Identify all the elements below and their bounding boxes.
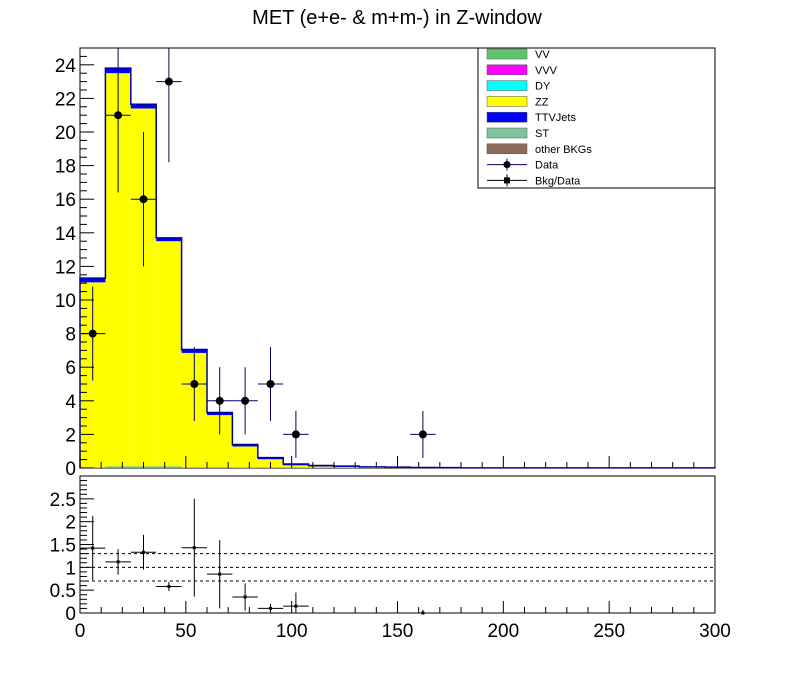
y-tick-label: 6: [65, 358, 76, 379]
y-tick-label: 18: [55, 157, 76, 178]
data-point: [164, 77, 173, 86]
ratio-y-tick-label: 1.5: [50, 536, 76, 557]
ratio-y-tick-label: 2.5: [50, 490, 76, 511]
legend-label: VV: [535, 49, 550, 61]
legend-swatch-vv: [486, 48, 528, 60]
ratio-point: [142, 550, 145, 554]
ratio-point: [116, 560, 120, 564]
ratio-point: [421, 611, 425, 615]
chart-title: MET (e+e- & m+m-) in Z-window: [252, 7, 542, 29]
x-tick-label: 50: [175, 621, 196, 642]
legend-label: VVV: [535, 65, 558, 77]
legend-label: Data: [535, 160, 559, 172]
legend-swatch-ttvjets: [486, 111, 528, 123]
bar-ttvjets-7: [257, 457, 284, 460]
ratio-point: [192, 546, 196, 550]
x-tick-label: 200: [487, 621, 519, 642]
bar-vv-5: [207, 467, 233, 468]
ratio-point: [91, 546, 95, 550]
ratio-point: [294, 604, 298, 608]
legend-data-marker: [503, 161, 511, 169]
ratio-x-axis: 0 50 100 150 200 250 300: [75, 601, 731, 642]
bar-vv-1: [105, 466, 131, 468]
y-tick-label: 2: [65, 425, 76, 446]
ratio-y-tick-label: 0: [65, 604, 76, 625]
ratio-reference-lines: [80, 553, 715, 582]
bar-zz-11: [359, 467, 385, 468]
y-tick-label: 10: [55, 291, 76, 312]
ratio-y-tick-label: 0.5: [50, 581, 76, 602]
data-point: [418, 430, 427, 439]
bar-zz-3: [156, 241, 182, 467]
legend-swatch-vvv: [486, 64, 528, 76]
y-tick-label: 20: [55, 123, 76, 144]
y-tick-label: 8: [65, 325, 76, 346]
bar-zz-6: [232, 446, 258, 468]
ratio-panel: 00.511.522.5 0 50 100 150 200 250 300: [50, 475, 731, 642]
bar-vv-3: [156, 466, 182, 468]
ratio-point: [243, 595, 247, 599]
x-tick-label: 150: [382, 621, 414, 642]
ratio-point: [167, 585, 171, 589]
bar-ttvjets-3: [156, 237, 182, 242]
ratio-y-axis: 00.511.522.5: [50, 480, 94, 625]
legend-swatch-zz: [486, 96, 528, 107]
main-x-axis: [79, 456, 716, 468]
legend-label: ZZ: [535, 96, 549, 108]
x-tick-label: 250: [593, 621, 625, 642]
bar-ttvjets-2: [130, 104, 157, 109]
y-tick-label: 16: [55, 190, 76, 211]
y-tick-label: 22: [55, 89, 76, 110]
bar-ttvjets-6: [232, 444, 258, 447]
data-point: [190, 380, 199, 388]
data-point: [241, 396, 250, 405]
legend-label: DY: [535, 81, 551, 93]
bar-zz-10: [334, 466, 360, 468]
y-tick-label: 0: [65, 459, 76, 480]
bar-zz-9: [308, 466, 334, 468]
bar-vv-6: [232, 467, 258, 468]
y-tick-label: 24: [55, 56, 77, 77]
legend-label: ST: [535, 128, 549, 140]
data-point: [291, 430, 300, 439]
y-tick-label: 4: [65, 392, 76, 413]
x-tick-label: 100: [276, 621, 308, 642]
data-point: [139, 195, 148, 204]
x-tick-label: 0: [75, 621, 86, 642]
ratio-y-tick-label: 1: [65, 558, 76, 579]
y-tick-label: 12: [55, 257, 76, 278]
ratio-plot-frame: [79, 475, 716, 614]
legend-swatch-st: [486, 127, 528, 139]
legend-swatch-dy: [486, 80, 528, 91]
data-point: [114, 111, 123, 120]
legend-label: other BKGs: [535, 144, 592, 156]
bar-vv-4: [181, 467, 207, 468]
legend-swatch-other-bkgs: [486, 143, 528, 155]
stacked-histogram: [79, 67, 716, 469]
ratio-point: [218, 572, 222, 576]
ratio-points: [80, 498, 436, 615]
data-point: [266, 380, 275, 388]
x-tick-label: 300: [699, 621, 731, 642]
bar-zz-8: [283, 465, 309, 468]
bar-ttvjets-0: [80, 278, 106, 283]
legend-label: TTVJets: [535, 112, 576, 124]
y-tick-label: 14: [55, 224, 77, 245]
data-point: [215, 396, 224, 405]
ratio-y-tick-label: 2: [65, 513, 76, 534]
legend-label: Bkg/Data: [535, 175, 581, 187]
legend-ratio-marker: [504, 177, 510, 184]
